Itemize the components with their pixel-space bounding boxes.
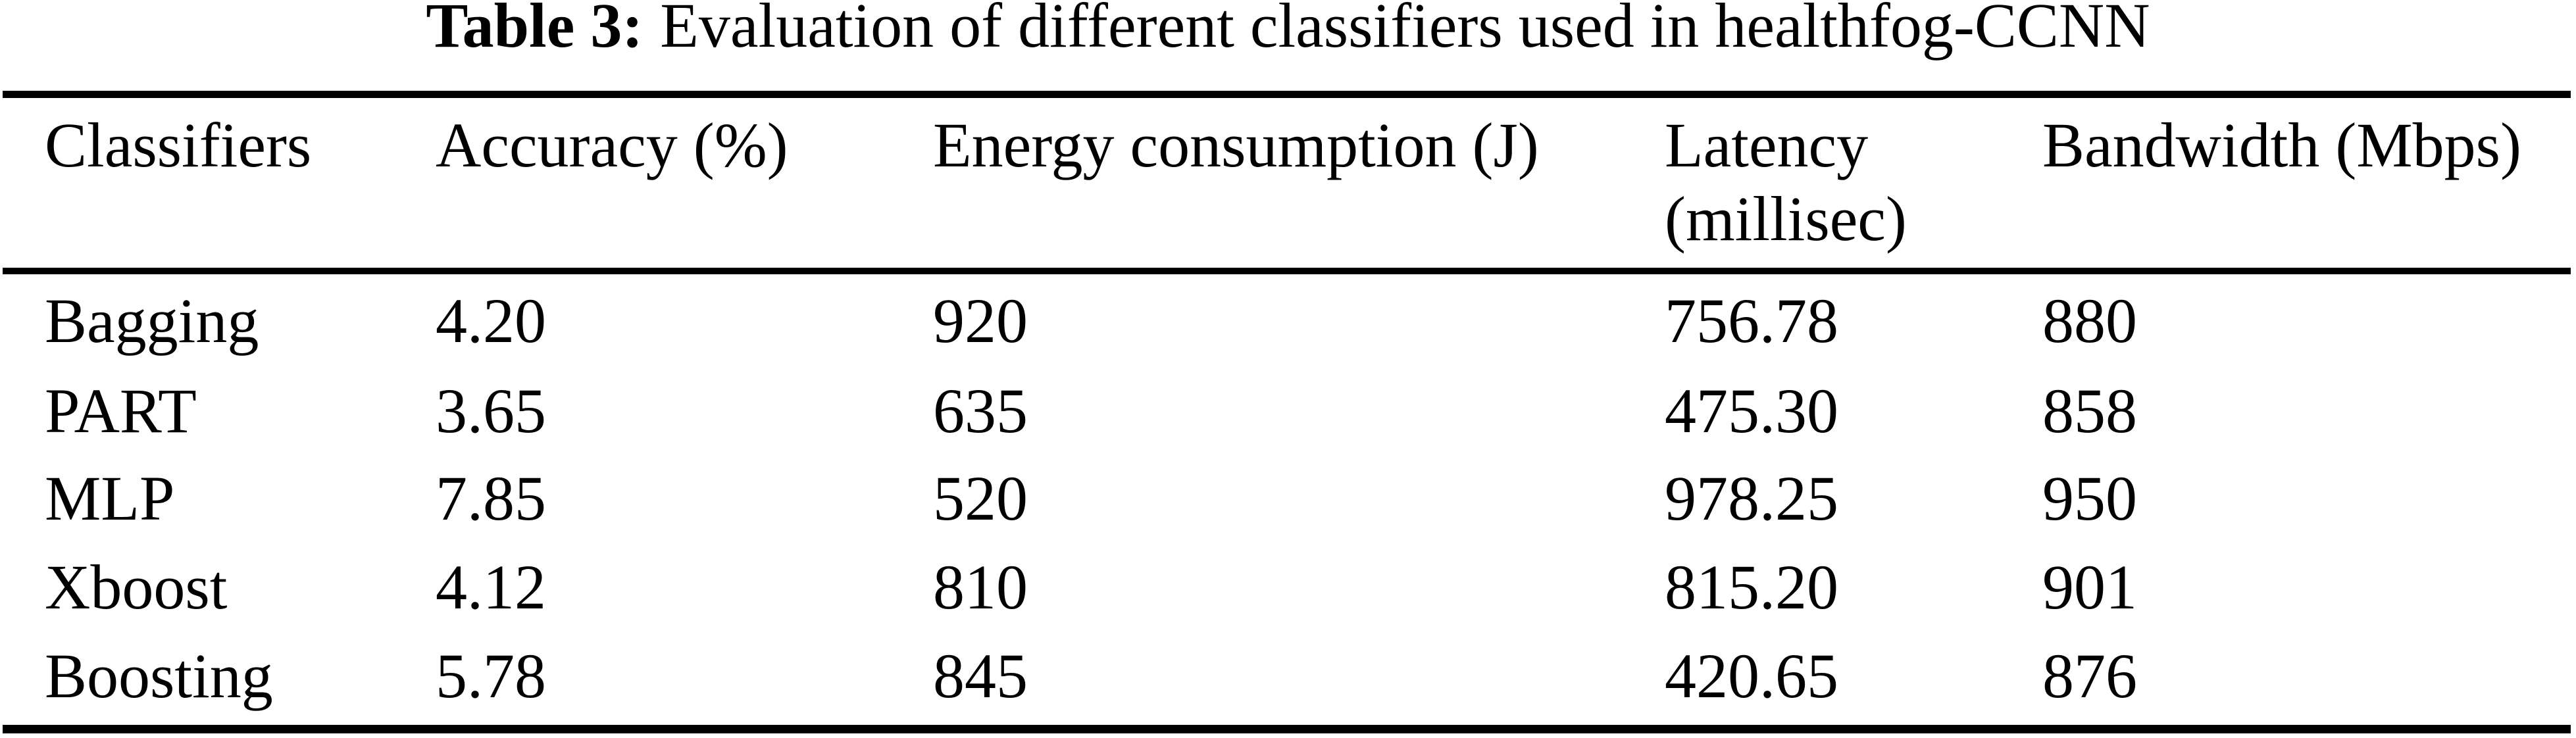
cell-accuracy: 3.65 <box>436 376 546 446</box>
table-row: Bagging 4.20 920 756.78 880 <box>0 289 2576 378</box>
cell-classifier: Boosting <box>45 641 273 711</box>
table-row: PART 3.65 635 475.30 858 <box>0 380 2576 468</box>
cell-energy: 810 <box>933 552 1028 622</box>
table-caption: Table 3: Evaluation of different classifi… <box>0 0 2576 61</box>
cell-latency: 420.65 <box>1665 641 1838 711</box>
cell-latency: 978.25 <box>1665 463 1838 533</box>
table-caption-label: Table 3: <box>426 0 644 61</box>
column-header-latency-line1: Latency <box>1665 110 1869 180</box>
column-header-latency-line2: (millisec) <box>1665 184 1907 254</box>
cell-accuracy: 4.12 <box>436 552 546 622</box>
cell-bandwidth: 901 <box>2042 552 2137 622</box>
table-bottom-rule <box>3 725 2571 733</box>
cell-classifier: Xboost <box>45 552 228 622</box>
cell-accuracy: 4.20 <box>436 285 546 356</box>
cell-energy: 520 <box>933 463 1028 533</box>
table-row: Boosting 5.78 845 420.65 876 <box>0 645 2576 733</box>
table-caption-text: Evaluation of different classifiers used… <box>660 0 2150 61</box>
column-header-energy: Energy consumption (J) <box>933 110 1539 180</box>
cell-classifier: PART <box>45 376 197 446</box>
column-header-accuracy: Accuracy (%) <box>436 110 788 180</box>
cell-latency: 756.78 <box>1665 285 1838 356</box>
cell-bandwidth: 880 <box>2042 285 2137 356</box>
table-top-rule <box>3 91 2571 98</box>
cell-bandwidth: 858 <box>2042 376 2137 446</box>
column-header-classifiers: Classifiers <box>45 110 312 180</box>
cell-classifier: MLP <box>45 463 175 533</box>
cell-classifier: Bagging <box>45 285 259 356</box>
table-row: MLP 7.85 520 978.25 950 <box>0 467 2576 556</box>
table-header-rule <box>3 268 2571 274</box>
cell-bandwidth: 876 <box>2042 641 2137 711</box>
column-header-bandwidth: Bandwidth (Mbps) <box>2042 110 2521 180</box>
cell-accuracy: 7.85 <box>436 463 546 533</box>
cell-latency: 815.20 <box>1665 552 1838 622</box>
cell-energy: 920 <box>933 285 1028 356</box>
cell-latency: 475.30 <box>1665 376 1838 446</box>
column-header-latency: Latency (millisec) <box>1665 109 1907 256</box>
cell-bandwidth: 950 <box>2042 463 2137 533</box>
cell-energy: 635 <box>933 376 1028 446</box>
cell-energy: 845 <box>933 641 1028 711</box>
cell-accuracy: 5.78 <box>436 641 546 711</box>
table-row: Xboost 4.12 810 815.20 901 <box>0 556 2576 645</box>
